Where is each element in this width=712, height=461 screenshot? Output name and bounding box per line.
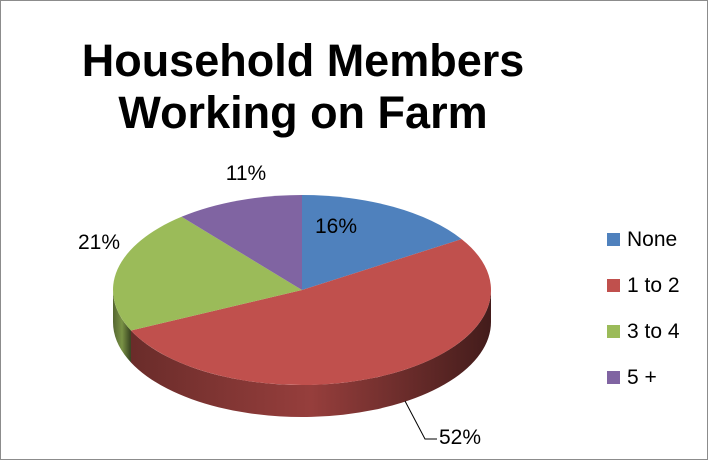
pie-slice-none bbox=[302, 195, 462, 290]
legend-swatch-3-to-4 bbox=[607, 325, 620, 338]
data-label-5-plus: 11% bbox=[226, 162, 266, 185]
label-leader-line-1-to-2 bbox=[404, 400, 437, 440]
chart-title-line-1: Household Members bbox=[81, 35, 525, 86]
data-label-1-to-2: 52% bbox=[439, 426, 481, 449]
legend-swatch-none bbox=[607, 233, 620, 246]
pie-slice-3-to-4 bbox=[112, 216, 302, 331]
pie-side-1-to-2 bbox=[130, 290, 492, 417]
chart-title-line-2: Working on Farm bbox=[118, 87, 488, 138]
chart-title: Household Members Working on Farm bbox=[1, 35, 605, 139]
legend-swatch-1-to-2 bbox=[607, 279, 620, 292]
pie-slice-1-to-2 bbox=[130, 239, 492, 386]
pie-slice-5-plus bbox=[181, 195, 302, 290]
legend-label-none: None bbox=[627, 228, 678, 251]
pie-side-3-to-4 bbox=[113, 290, 131, 363]
legend-label-1-to-2: 1 to 2 bbox=[627, 274, 680, 297]
legend-label-5-plus: 5 + bbox=[627, 366, 657, 389]
data-label-none: 16% bbox=[315, 215, 357, 238]
data-label-3-to-4: 21% bbox=[78, 231, 120, 254]
legend-label-3-to-4: 3 to 4 bbox=[627, 320, 680, 343]
legend-swatch-5-plus bbox=[607, 371, 620, 384]
